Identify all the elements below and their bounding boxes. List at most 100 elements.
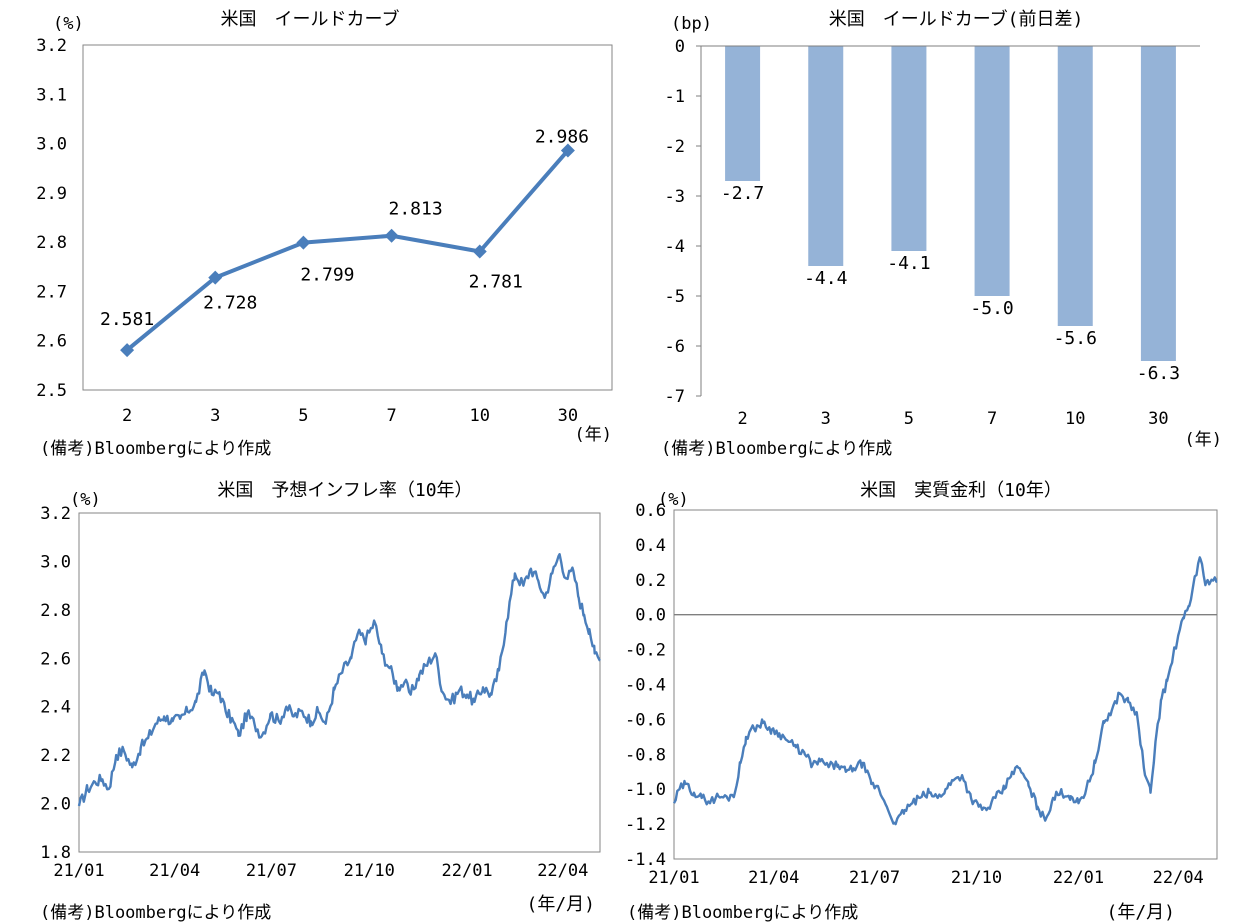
y-tick-label: 0.0 bbox=[635, 606, 666, 626]
y-tick-label: 1.8 bbox=[40, 843, 71, 863]
y-tick-label: -0.4 bbox=[625, 676, 666, 696]
y-tick-label: -1.2 bbox=[625, 815, 666, 835]
bar bbox=[1057, 46, 1093, 326]
x-tick-label: 22/01 bbox=[1053, 868, 1104, 888]
data-label: 2.781 bbox=[469, 272, 523, 293]
x-tick-label: 21/10 bbox=[344, 861, 395, 881]
plot-frame bbox=[78, 512, 601, 853]
x-tick-label: 21/07 bbox=[849, 868, 900, 888]
bar bbox=[974, 46, 1010, 296]
source-note: (備考)Bloombergにより作成 bbox=[627, 903, 859, 923]
yield-change-chart: 0 -1 -2 -3 -4 -5 -6 -7 -2.7 2 -4.4 3 -4.1 5 -5.0 7 -5.6 1… bbox=[665, 8, 1222, 450]
y-tick-label: 2.4 bbox=[40, 698, 71, 718]
chart-title: 米国 イールドカーブ(前日差) bbox=[829, 8, 1084, 30]
y-tick-label: 0.6 bbox=[635, 501, 666, 521]
source-note: (備考)Bloombergにより作成 bbox=[661, 439, 893, 459]
x-tick-label: 2 bbox=[737, 409, 747, 429]
y-tick-label: -4 bbox=[665, 237, 685, 257]
data-point bbox=[120, 343, 135, 358]
y-tick-label: -1.0 bbox=[625, 780, 666, 800]
y-tick-label: 3.2 bbox=[40, 504, 71, 524]
chart-title: 米国 イールドカーブ bbox=[221, 8, 400, 30]
y-tick-label: 3.0 bbox=[40, 552, 71, 572]
data-label: -2.7 bbox=[721, 183, 764, 204]
x-tick-label: 7 bbox=[386, 406, 396, 426]
y-tick-label: 2.6 bbox=[40, 649, 71, 669]
y-tick-label: -0.8 bbox=[625, 745, 666, 765]
y-tick-label: 2.8 bbox=[36, 233, 67, 253]
series-line bbox=[672, 556, 1218, 826]
y-tick-label: -5 bbox=[665, 287, 685, 307]
x-tick-label: 21/07 bbox=[246, 861, 297, 881]
y-tick-label: -0.2 bbox=[625, 641, 666, 661]
y-tick-label: 2.9 bbox=[36, 184, 67, 204]
data-label: -5.6 bbox=[1054, 328, 1097, 349]
x-tick-label: 3 bbox=[821, 409, 831, 429]
data-label: -4.1 bbox=[887, 253, 930, 274]
plot-frame bbox=[82, 44, 613, 391]
data-label: 2.728 bbox=[203, 293, 257, 314]
source-note: (備考)Bloombergにより作成 bbox=[40, 903, 272, 923]
y-tick-label: 2.0 bbox=[40, 795, 71, 815]
y-tick-label: 0.2 bbox=[635, 571, 666, 591]
x-tick-label: 22/04 bbox=[1153, 868, 1204, 888]
unit-label: (%) bbox=[70, 490, 101, 510]
unit-label: (%) bbox=[53, 14, 84, 34]
x-tick-label: 5 bbox=[904, 409, 914, 429]
y-tick-label: -2 bbox=[665, 137, 685, 157]
x-tick-label: 21/04 bbox=[149, 861, 200, 881]
y-tick-label: 2.2 bbox=[40, 746, 71, 766]
x-unit-label: (年) bbox=[1185, 430, 1222, 450]
data-label: -6.3 bbox=[1137, 363, 1180, 384]
x-tick-label: 30 bbox=[1148, 409, 1168, 429]
bar bbox=[808, 46, 844, 266]
data-label: 2.799 bbox=[300, 265, 354, 286]
plot-frame bbox=[673, 509, 1218, 860]
y-tick-label: -7 bbox=[665, 387, 685, 407]
yield-change-panel: 0 -1 -2 -3 -4 -5 -6 -7 -2.7 2 -4.4 3 -4.1 5 -5.0 7 -5.6 1… bbox=[630, 0, 1255, 465]
y-tick-label: 2.8 bbox=[40, 601, 71, 621]
source-note: (備考)Bloombergにより作成 bbox=[40, 439, 272, 459]
y-tick-label: -6 bbox=[665, 337, 685, 357]
bar bbox=[1140, 46, 1176, 361]
y-tick-label: -1.4 bbox=[625, 850, 666, 870]
x-tick-label: 2 bbox=[122, 406, 132, 426]
data-label: 2.581 bbox=[100, 309, 154, 330]
inflation-expectation-chart: 3.2 3.0 2.8 2.6 2.4 2.2 2.0 1.821/01 21/04 21/07 2… bbox=[40, 480, 601, 915]
x-tick-label: 5 bbox=[298, 406, 308, 426]
data-point bbox=[384, 228, 399, 243]
series-line bbox=[77, 552, 601, 807]
data-label: 2.813 bbox=[388, 199, 442, 220]
data-label: -4.4 bbox=[804, 268, 847, 289]
y-tick-label: 3.0 bbox=[36, 135, 67, 155]
x-unit-label: (年) bbox=[575, 425, 612, 445]
x-tick-label: 21/04 bbox=[748, 868, 799, 888]
data-label: 2.986 bbox=[535, 126, 589, 147]
x-unit-label: (年/月) bbox=[1106, 902, 1175, 923]
x-tick-label: 10 bbox=[1065, 409, 1085, 429]
x-tick-label: 30 bbox=[558, 406, 578, 426]
real-rate-panel: 0.6 0.4 0.2 0.0 -0.2 -0.4 -0.6 -0.8 -1.0 -1.2 -1.4… bbox=[605, 465, 1255, 924]
inflation-expectation-panel: 3.2 3.0 2.8 2.6 2.4 2.2 2.0 1.8 21/01 21/04 21/07 2… bbox=[0, 465, 630, 924]
y-tick-label: 3.1 bbox=[36, 85, 67, 105]
data-point bbox=[208, 270, 223, 285]
x-unit-label: (年/月) bbox=[526, 894, 595, 915]
data-point bbox=[296, 235, 311, 250]
yield-curve-panel: 3.2 3.1 3.0 2.9 2.8 2.7 2.6 2.5 2 3 5 7 10 30 (%) (年) 米国… bbox=[0, 0, 630, 465]
data-point bbox=[560, 143, 575, 158]
y-tick-label: 0 bbox=[675, 37, 685, 57]
bar bbox=[725, 46, 761, 181]
y-tick-label: 2.6 bbox=[36, 332, 67, 352]
yield-curve-chart: 3.2 3.1 3.0 2.9 2.8 2.7 2.6 2.5 2 3 5 7 10 30 (%) (年) 米国… bbox=[36, 8, 613, 445]
bar bbox=[891, 46, 927, 251]
chart-title: 米国 実質金利（10年） bbox=[860, 480, 1062, 501]
data-point bbox=[472, 244, 487, 259]
series-line bbox=[125, 149, 570, 352]
x-tick-label: 22/01 bbox=[441, 861, 492, 881]
y-tick-label: -0.6 bbox=[625, 710, 666, 730]
data-label: -5.0 bbox=[970, 298, 1013, 319]
x-tick-label: 7 bbox=[987, 409, 997, 429]
y-tick-label: 3.2 bbox=[36, 36, 67, 56]
x-tick-label: 21/01 bbox=[648, 868, 699, 888]
unit-label: (%) bbox=[658, 490, 689, 510]
